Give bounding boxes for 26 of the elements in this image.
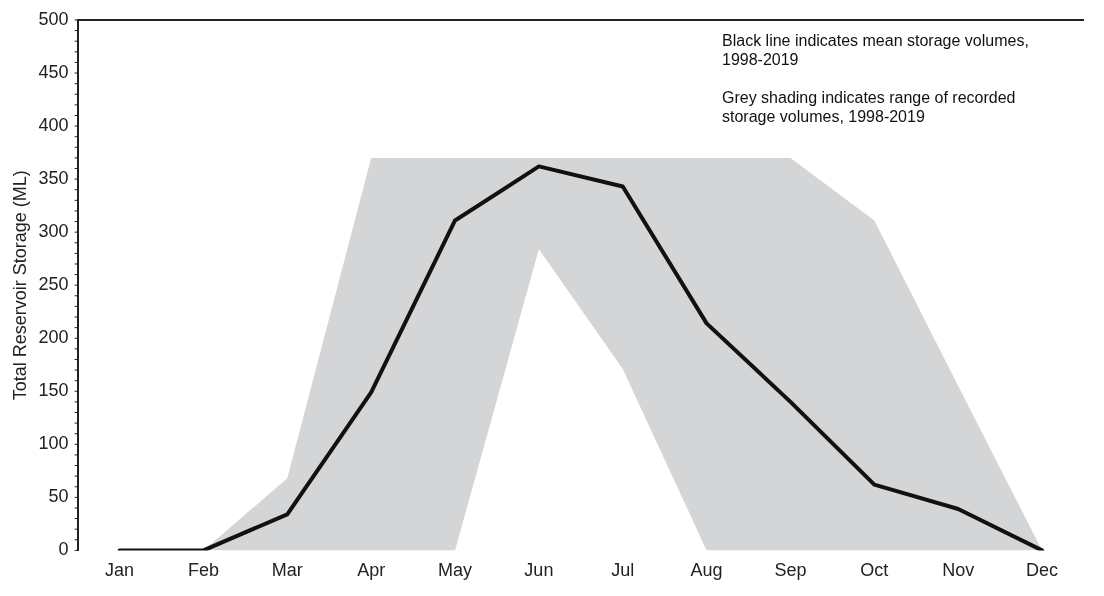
- x-tick-label: Mar: [271, 560, 303, 581]
- x-tick-label: Dec: [1026, 560, 1059, 581]
- y-axis-title: Total Reservoir Storage (ML): [9, 170, 30, 401]
- y-tick-label: 250: [38, 274, 69, 295]
- annotation: Black line indicates mean storage volumes, 1998-2019: [722, 32, 1029, 69]
- y-tick-label: 50: [48, 486, 69, 507]
- annotation: Grey shading indicates range of recorded storage volumes, 1998-2019: [722, 89, 1016, 126]
- y-tick-label: 300: [38, 221, 69, 242]
- x-tick-label: Jul: [611, 560, 635, 581]
- y-tick-label: 450: [38, 62, 69, 83]
- x-tick-label: Nov: [942, 560, 975, 581]
- x-tick-label: Feb: [187, 560, 219, 581]
- y-tick-label: 100: [38, 433, 69, 454]
- x-tick-label: Jun: [524, 560, 554, 581]
- y-tick-label: 200: [38, 327, 69, 348]
- x-tick-label: Sep: [774, 560, 807, 581]
- y-tick-label: 400: [38, 115, 69, 136]
- y-tick-label: 150: [38, 380, 69, 401]
- y-tick-label: 350: [38, 168, 69, 189]
- x-tick-label: Oct: [860, 560, 889, 581]
- x-tick-label: Apr: [357, 560, 386, 581]
- x-tick-label: Jan: [105, 560, 135, 581]
- x-tick-label: Aug: [690, 560, 723, 581]
- y-tick-label: 0: [58, 539, 69, 560]
- y-tick-label: 500: [38, 8, 69, 29]
- x-tick-label: May: [438, 560, 473, 581]
